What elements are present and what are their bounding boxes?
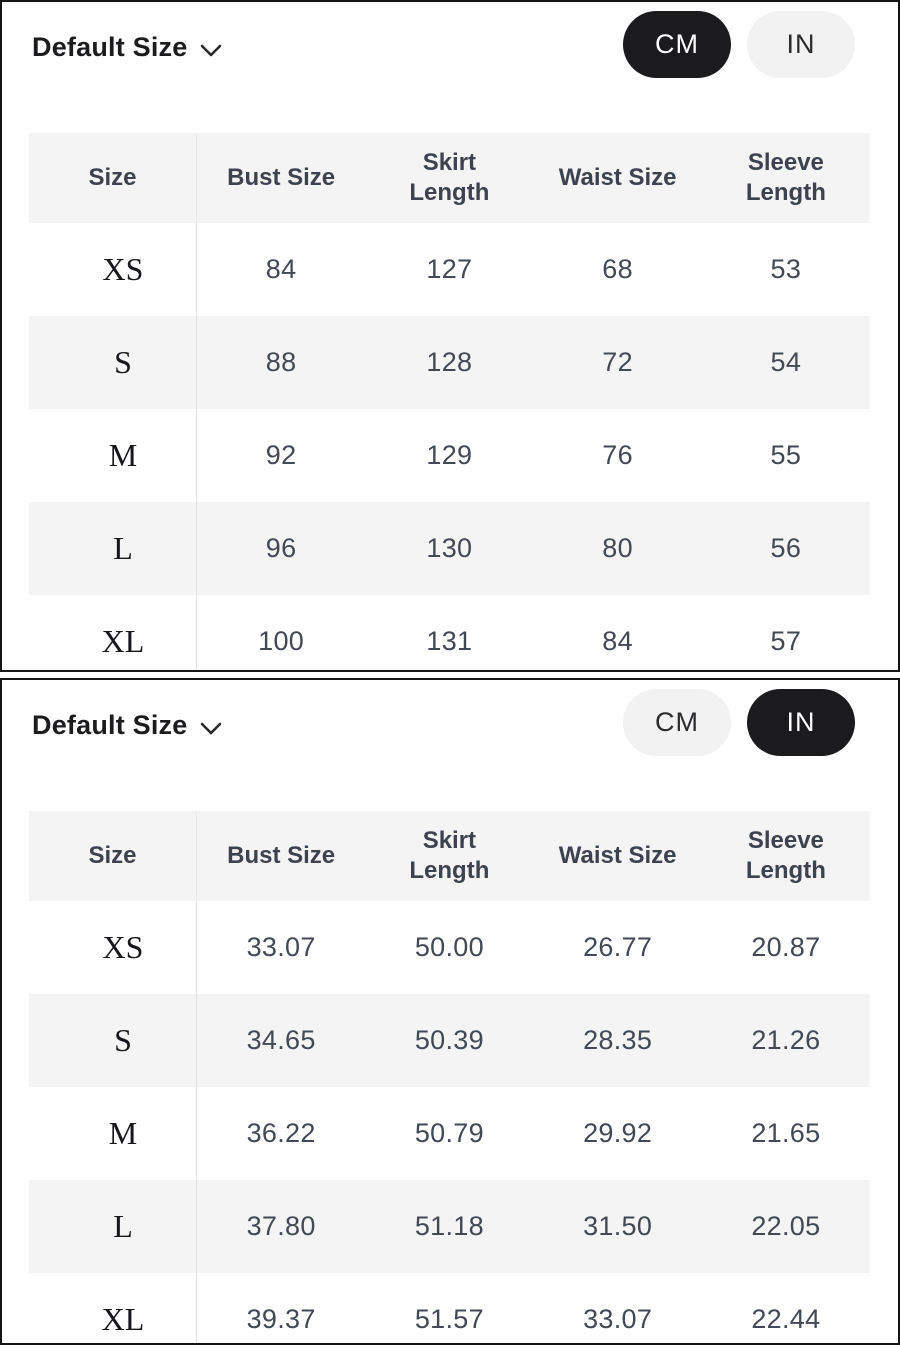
in-toggle-button[interactable]: IN	[747, 11, 855, 78]
bust-value: 37.80	[197, 1180, 366, 1273]
waist-value: 33.07	[533, 1273, 702, 1343]
bust-value: 84	[197, 223, 366, 316]
bust-value: 34.65	[197, 994, 366, 1087]
default-size-dropdown[interactable]: Default Size	[32, 708, 222, 742]
table-row-xs: XS 33.07 50.00 26.77 20.87	[29, 901, 870, 994]
sleeve-value: 21.65	[701, 1087, 870, 1180]
sleeve-value: 55	[701, 409, 870, 502]
chevron-down-icon	[200, 33, 222, 64]
sleeve-value: 57	[701, 595, 870, 670]
waist-value: 31.50	[533, 1180, 702, 1273]
size-label-cell: XS	[72, 223, 174, 316]
table-row-m: M 92 129 76 55	[29, 409, 870, 502]
skirt-value: 129	[365, 409, 534, 502]
waist-value: 84	[533, 595, 702, 670]
header-bust-size: Bust Size	[197, 811, 366, 901]
default-size-dropdown[interactable]: Default Size	[32, 30, 222, 64]
cm-toggle-button[interactable]: CM	[623, 11, 731, 78]
size-label-cell: L	[72, 1180, 174, 1273]
header-sleeve-length: Sleeve Length	[701, 811, 870, 901]
bust-value: 92	[197, 409, 366, 502]
header-size: Size	[29, 811, 197, 901]
skirt-value: 50.79	[365, 1087, 534, 1180]
bust-value: 88	[197, 316, 366, 409]
skirt-value: 127	[365, 223, 534, 316]
table-row-xs: XS 84 127 68 53	[29, 223, 870, 316]
skirt-value: 50.39	[365, 994, 534, 1087]
skirt-value: 50.00	[365, 901, 534, 994]
skirt-value: 51.57	[365, 1273, 534, 1343]
panel-header: Default Size CM IN	[2, 2, 898, 133]
size-label-cell: L	[72, 502, 174, 595]
waist-value: 29.92	[533, 1087, 702, 1180]
unit-toggle: CM IN	[623, 11, 855, 78]
panel-header: Default Size CM IN	[2, 680, 898, 811]
bust-value: 36.22	[197, 1087, 366, 1180]
size-label-cell: M	[72, 1087, 174, 1180]
header-waist-size: Waist Size	[533, 811, 702, 901]
sleeve-value: 56	[701, 502, 870, 595]
size-label-cell: XL	[72, 1273, 174, 1343]
header-sleeve-length: Sleeve Length	[701, 133, 870, 223]
sleeve-value: 20.87	[701, 901, 870, 994]
chevron-down-icon	[200, 711, 222, 742]
default-size-label: Default Size	[32, 709, 188, 740]
size-label-cell: M	[72, 409, 174, 502]
table-row-m: M 36.22 50.79 29.92 21.65	[29, 1087, 870, 1180]
sleeve-value: 22.44	[701, 1273, 870, 1343]
header-skirt-length: Skirt Length	[365, 811, 534, 901]
header-waist-size: Waist Size	[533, 133, 702, 223]
sleeve-value: 54	[701, 316, 870, 409]
table-row-s: S 88 128 72 54	[29, 316, 870, 409]
skirt-value: 130	[365, 502, 534, 595]
skirt-value: 131	[365, 595, 534, 670]
bust-value: 96	[197, 502, 366, 595]
waist-value: 80	[533, 502, 702, 595]
default-size-label: Default Size	[32, 31, 188, 62]
skirt-value: 51.18	[365, 1180, 534, 1273]
waist-value: 68	[533, 223, 702, 316]
header-bust-size: Bust Size	[197, 133, 366, 223]
sleeve-value: 22.05	[701, 1180, 870, 1273]
in-toggle-button[interactable]: IN	[747, 689, 855, 756]
table-header-row: Size Bust Size Skirt Length Waist Size S…	[29, 811, 870, 901]
size-label-cell: XL	[72, 595, 174, 670]
size-label-cell: XS	[72, 901, 174, 994]
table-row-l: L 96 130 80 56	[29, 502, 870, 595]
table-row-xl: XL 100 131 84 57	[29, 595, 870, 670]
unit-toggle: CM IN	[623, 689, 855, 756]
bust-value: 100	[197, 595, 366, 670]
waist-value: 72	[533, 316, 702, 409]
table-header-row: Size Bust Size Skirt Length Waist Size S…	[29, 133, 870, 223]
size-table-cm: Size Bust Size Skirt Length Waist Size S…	[29, 133, 870, 670]
size-label-cell: S	[72, 994, 174, 1087]
bust-value: 33.07	[197, 901, 366, 994]
table-row-l: L 37.80 51.18 31.50 22.05	[29, 1180, 870, 1273]
sleeve-value: 21.26	[701, 994, 870, 1087]
size-table-in: Size Bust Size Skirt Length Waist Size S…	[29, 811, 870, 1343]
header-size: Size	[29, 133, 197, 223]
sleeve-value: 53	[701, 223, 870, 316]
bust-value: 39.37	[197, 1273, 366, 1343]
table-row-s: S 34.65 50.39 28.35 21.26	[29, 994, 870, 1087]
cm-toggle-button[interactable]: CM	[623, 689, 731, 756]
waist-value: 26.77	[533, 901, 702, 994]
waist-value: 76	[533, 409, 702, 502]
waist-value: 28.35	[533, 994, 702, 1087]
size-label-cell: S	[72, 316, 174, 409]
table-row-xl: XL 39.37 51.57 33.07 22.44	[29, 1273, 870, 1343]
header-skirt-length: Skirt Length	[365, 133, 534, 223]
size-chart-panel-in: Default Size CM IN Size Bust Size Skirt …	[0, 678, 900, 1345]
size-chart-panel-cm: Default Size CM IN Size Bust Size Skirt …	[0, 0, 900, 672]
skirt-value: 128	[365, 316, 534, 409]
